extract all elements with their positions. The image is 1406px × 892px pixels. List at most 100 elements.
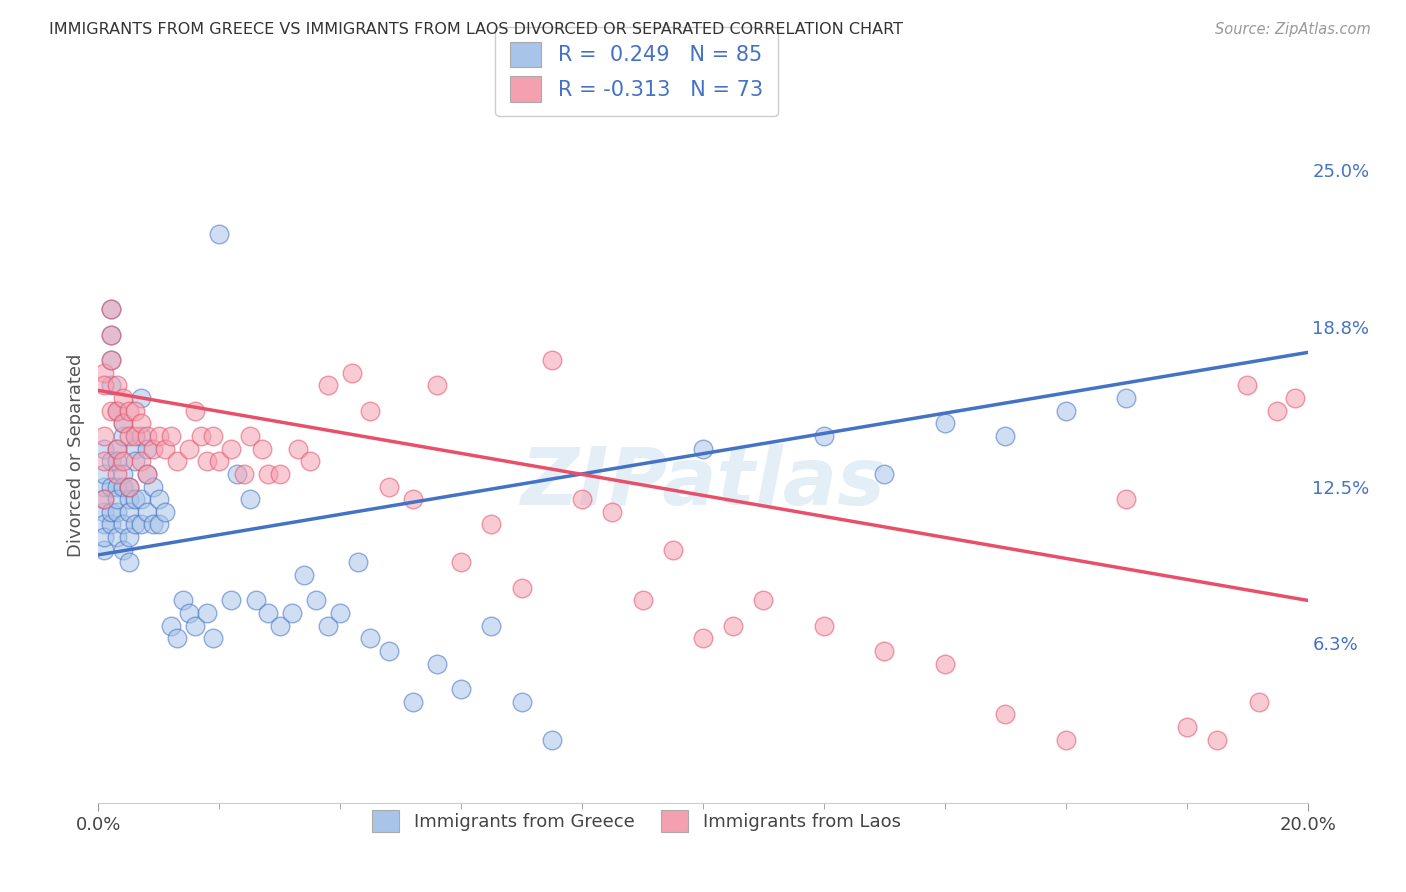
Point bbox=[160, 429, 183, 443]
Point bbox=[426, 657, 449, 671]
Point bbox=[305, 593, 328, 607]
Point bbox=[93, 542, 115, 557]
Point bbox=[1249, 695, 1271, 709]
Text: ZIPatlas: ZIPatlas bbox=[520, 443, 886, 522]
Point bbox=[105, 403, 128, 417]
Point bbox=[100, 327, 122, 342]
Point bbox=[124, 517, 146, 532]
Point bbox=[692, 632, 714, 646]
Point bbox=[184, 618, 207, 632]
Point bbox=[105, 442, 128, 456]
Point bbox=[148, 492, 170, 507]
Text: Source: ZipAtlas.com: Source: ZipAtlas.com bbox=[1215, 22, 1371, 37]
Point bbox=[100, 302, 122, 317]
Point bbox=[100, 479, 122, 493]
Point bbox=[179, 606, 201, 620]
Point bbox=[299, 454, 322, 468]
Point bbox=[93, 442, 115, 456]
Point bbox=[166, 632, 188, 646]
Point bbox=[118, 403, 141, 417]
Point bbox=[481, 517, 503, 532]
Point bbox=[287, 442, 309, 456]
Point bbox=[813, 618, 835, 632]
Legend: Immigrants from Greece, Immigrants from Laos: Immigrants from Greece, Immigrants from … bbox=[361, 798, 911, 842]
Point bbox=[1115, 492, 1137, 507]
Point bbox=[93, 492, 115, 507]
Point bbox=[402, 492, 425, 507]
Point bbox=[93, 517, 115, 532]
Point bbox=[111, 467, 134, 481]
Point bbox=[105, 467, 128, 481]
Point bbox=[202, 632, 225, 646]
Point bbox=[316, 378, 339, 392]
Point bbox=[1267, 403, 1289, 417]
Point bbox=[813, 429, 835, 443]
Point bbox=[190, 429, 212, 443]
Point bbox=[184, 403, 207, 417]
Point bbox=[118, 505, 141, 519]
Point bbox=[129, 492, 152, 507]
Point bbox=[100, 327, 122, 342]
Point bbox=[316, 618, 339, 632]
Point bbox=[208, 454, 231, 468]
Point bbox=[111, 417, 134, 431]
Point bbox=[239, 429, 262, 443]
Point bbox=[135, 467, 157, 481]
Point bbox=[342, 366, 364, 380]
Point bbox=[377, 479, 399, 493]
Point bbox=[135, 442, 157, 456]
Point bbox=[111, 417, 134, 431]
Point bbox=[245, 593, 267, 607]
Point bbox=[100, 302, 122, 317]
Point bbox=[1175, 720, 1198, 734]
Point bbox=[100, 505, 122, 519]
Point bbox=[752, 593, 775, 607]
Point bbox=[208, 227, 231, 241]
Point bbox=[100, 454, 122, 468]
Point bbox=[93, 429, 115, 443]
Point bbox=[934, 417, 956, 431]
Point bbox=[540, 353, 562, 368]
Point bbox=[142, 442, 165, 456]
Point bbox=[118, 530, 141, 544]
Point bbox=[195, 606, 218, 620]
Point bbox=[105, 442, 128, 456]
Point bbox=[124, 429, 146, 443]
Point bbox=[281, 606, 304, 620]
Point bbox=[256, 606, 278, 620]
Point bbox=[1206, 732, 1229, 747]
Point bbox=[239, 492, 262, 507]
Point bbox=[360, 632, 382, 646]
Point bbox=[105, 378, 128, 392]
Point bbox=[148, 429, 170, 443]
Point bbox=[377, 644, 399, 658]
Point bbox=[142, 517, 165, 532]
Point bbox=[160, 618, 183, 632]
Point bbox=[172, 593, 194, 607]
Point bbox=[195, 454, 218, 468]
Point bbox=[118, 556, 141, 570]
Point bbox=[994, 707, 1017, 722]
Point bbox=[873, 644, 896, 658]
Point bbox=[226, 467, 249, 481]
Point bbox=[723, 618, 745, 632]
Point bbox=[100, 517, 122, 532]
Point bbox=[166, 454, 188, 468]
Point bbox=[347, 556, 370, 570]
Point bbox=[1054, 403, 1077, 417]
Point bbox=[661, 542, 683, 557]
Point bbox=[256, 467, 278, 481]
Point bbox=[100, 353, 122, 368]
Point bbox=[124, 454, 146, 468]
Point bbox=[111, 542, 134, 557]
Point bbox=[602, 505, 624, 519]
Point bbox=[631, 593, 654, 607]
Text: IMMIGRANTS FROM GREECE VS IMMIGRANTS FROM LAOS DIVORCED OR SEPARATED CORRELATION: IMMIGRANTS FROM GREECE VS IMMIGRANTS FRO… bbox=[49, 22, 903, 37]
Point bbox=[402, 695, 425, 709]
Point bbox=[221, 442, 243, 456]
Point bbox=[124, 403, 146, 417]
Point bbox=[93, 467, 115, 481]
Point bbox=[129, 454, 152, 468]
Point bbox=[450, 556, 472, 570]
Point bbox=[105, 530, 128, 544]
